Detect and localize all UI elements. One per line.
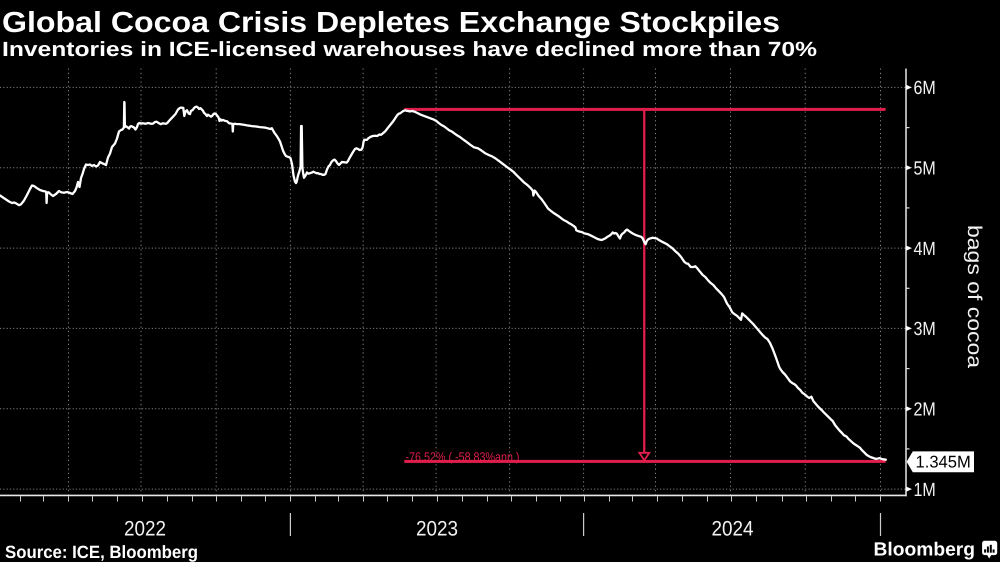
svg-text:1.345M: 1.345M xyxy=(916,453,971,472)
svg-text:5M: 5M xyxy=(914,158,936,179)
svg-text:Inventories in ICE-licensed wa: Inventories in ICE-licensed warehouses h… xyxy=(2,38,817,61)
svg-text:3M: 3M xyxy=(914,319,936,340)
svg-text:Source: ICE, Bloomberg: Source: ICE, Bloomberg xyxy=(5,542,198,562)
svg-text:2022: 2022 xyxy=(124,518,166,541)
svg-text:Bloomberg: Bloomberg xyxy=(874,540,976,561)
svg-text:bags of cocoa: bags of cocoa xyxy=(963,225,985,369)
svg-text:4M: 4M xyxy=(914,239,936,260)
svg-text:6M: 6M xyxy=(914,78,936,99)
svg-text:1M: 1M xyxy=(914,480,936,501)
svg-text:-76.52% ( -58.83%ann.): -76.52% ( -58.83%ann.) xyxy=(406,450,520,464)
svg-text:Global Cocoa Crisis Depletes E: Global Cocoa Crisis Depletes Exchange St… xyxy=(2,7,780,39)
svg-text:2024: 2024 xyxy=(712,518,754,541)
svg-text:2023: 2023 xyxy=(416,518,458,541)
svg-text:2M: 2M xyxy=(914,400,936,421)
